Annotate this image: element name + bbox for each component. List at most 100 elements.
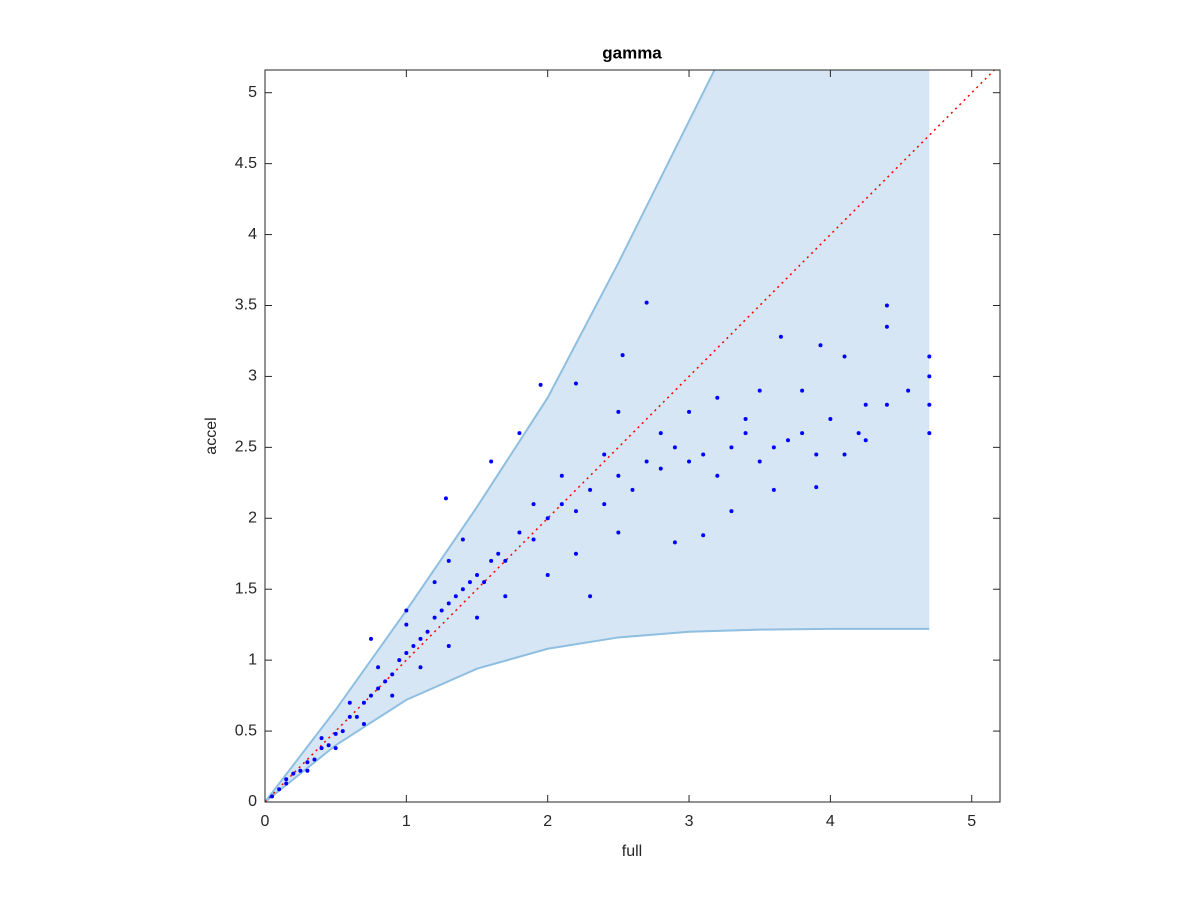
point: [305, 760, 310, 765]
point: [319, 736, 324, 741]
point: [277, 787, 282, 792]
x-tick-label: 2: [543, 813, 552, 830]
point: [743, 416, 748, 421]
point: [658, 431, 663, 436]
point: [545, 516, 550, 521]
chart-title: gamma: [602, 43, 662, 62]
x-tick-label: 3: [685, 813, 694, 830]
y-tick-label: 4: [248, 226, 257, 243]
band: [265, 70, 930, 802]
y-axis-label: accel: [203, 417, 220, 454]
point: [573, 381, 578, 386]
point: [771, 487, 776, 492]
point: [884, 303, 889, 308]
y-tick-label: 3.5: [235, 297, 257, 314]
point: [383, 679, 388, 684]
point: [496, 551, 501, 556]
point: [446, 601, 451, 606]
y-tick-label: 1.5: [235, 580, 257, 597]
point: [531, 502, 536, 507]
point: [333, 731, 338, 736]
point: [545, 573, 550, 578]
point: [404, 651, 409, 656]
point: [439, 608, 444, 613]
point: [771, 445, 776, 450]
band-edge: [265, 70, 716, 802]
point: [906, 388, 911, 393]
point: [453, 594, 458, 599]
point: [347, 700, 352, 705]
point: [291, 771, 296, 776]
point: [446, 643, 451, 648]
point: [927, 431, 932, 436]
point: [425, 629, 430, 634]
point: [863, 438, 868, 443]
point: [432, 580, 437, 585]
point: [475, 573, 480, 578]
y-tick-label: 5: [248, 84, 257, 101]
point: [369, 636, 374, 641]
point: [927, 402, 932, 407]
axes-box: [264, 69, 1001, 803]
point: [361, 700, 366, 705]
point: [687, 409, 692, 414]
point: [616, 530, 621, 535]
point: [715, 473, 720, 478]
point: [927, 374, 932, 379]
point: [517, 530, 522, 535]
point: [573, 509, 578, 514]
point: [284, 781, 289, 786]
point: [729, 509, 734, 514]
point: [418, 636, 423, 641]
band-edge: [265, 627, 930, 802]
point: [489, 558, 494, 563]
point: [757, 459, 762, 464]
point: [404, 608, 409, 613]
point: [369, 693, 374, 698]
point: [312, 757, 317, 762]
point: [460, 537, 465, 542]
point: [828, 416, 833, 421]
point: [404, 622, 409, 627]
point: [588, 487, 593, 492]
point: [842, 354, 847, 359]
point: [800, 388, 805, 393]
point: [390, 672, 395, 677]
point: [418, 665, 423, 670]
point: [376, 665, 381, 670]
point: [729, 445, 734, 450]
point: [630, 487, 635, 492]
point: [446, 558, 451, 563]
point: [559, 473, 564, 478]
point: [701, 452, 706, 457]
point: [503, 594, 508, 599]
point: [467, 580, 472, 585]
point: [644, 459, 649, 464]
point: [863, 402, 868, 407]
plot-area: [265, 70, 996, 802]
point: [884, 324, 889, 329]
point: [517, 431, 522, 436]
point: [390, 693, 395, 698]
point: [284, 777, 289, 782]
point: [757, 388, 762, 393]
y-tick-label: 2: [248, 509, 257, 526]
point: [298, 768, 303, 773]
point: [489, 459, 494, 464]
y-tick-label: 0.5: [235, 722, 257, 739]
point: [326, 743, 331, 748]
point: [856, 431, 861, 436]
x-tick-label: 4: [826, 813, 835, 830]
point: [347, 714, 352, 719]
point: [319, 746, 324, 751]
point: [602, 452, 607, 457]
point: [644, 300, 649, 305]
point: [743, 431, 748, 436]
x-tick-label: 0: [261, 813, 270, 830]
point: [531, 537, 536, 542]
point: [475, 615, 480, 620]
point: [814, 485, 819, 490]
y-tick-label: 3: [248, 368, 257, 385]
